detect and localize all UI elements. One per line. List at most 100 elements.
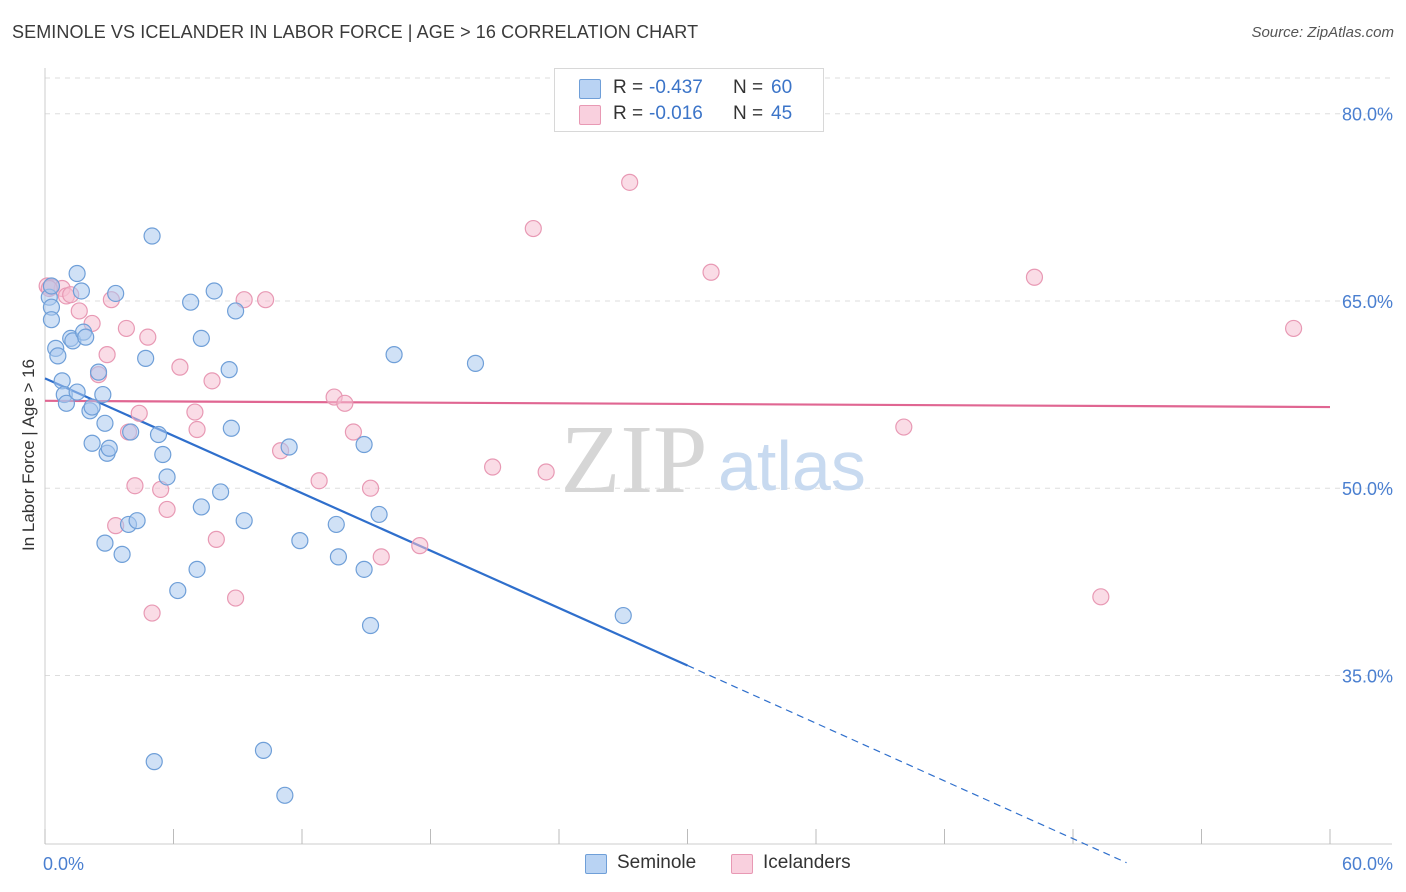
seminole-point <box>254 741 273 759</box>
seminole-point <box>77 328 95 346</box>
seminole-point <box>68 383 86 401</box>
seminole-point <box>143 227 161 245</box>
seminole-point <box>205 282 223 300</box>
icelander-point <box>188 420 206 439</box>
icelander-point <box>621 173 639 191</box>
seminole-point <box>83 398 101 416</box>
icelander-point <box>227 589 245 607</box>
legend-label-icelanders: Icelanders <box>763 852 851 873</box>
data-points <box>38 173 1303 804</box>
y-tick-label: 50.0% <box>1342 479 1393 499</box>
x-tick-label: 0.0% <box>43 854 84 874</box>
seminole-point <box>128 512 146 530</box>
icelanders-swatch <box>579 105 601 125</box>
seminole-point <box>291 532 309 550</box>
seminole-point <box>385 346 403 364</box>
r-label: R = <box>613 103 644 124</box>
seminole-point <box>222 419 240 437</box>
icelander-point <box>344 423 362 441</box>
icelander-point <box>139 328 157 346</box>
seminole-point <box>169 581 187 600</box>
icelander-point <box>1284 319 1303 338</box>
icelander-point <box>256 291 275 309</box>
seminole-point <box>327 515 345 534</box>
seminole-point <box>158 468 176 486</box>
icelanders-swatch <box>731 854 753 874</box>
seminole-point <box>94 385 112 404</box>
watermark: ZIP atlas <box>561 406 866 514</box>
icelander-point <box>126 477 144 495</box>
icelander-point <box>372 548 390 566</box>
seminole-point <box>188 560 206 578</box>
seminole-point <box>355 560 373 578</box>
chart-title: SEMINOLE VS ICELANDER IN LABOR FORCE | A… <box>12 22 699 42</box>
seminole-point <box>280 438 298 456</box>
seminole-point <box>89 363 108 381</box>
icelander-point <box>310 472 328 490</box>
icelander-point <box>895 418 913 436</box>
n-label: N = <box>733 77 764 98</box>
seminole-point <box>100 439 118 457</box>
y-tick-label: 65.0% <box>1342 292 1393 312</box>
seminole-point <box>49 347 67 365</box>
seminole-trend-line <box>44 377 688 667</box>
seminole-point <box>57 394 76 412</box>
seminole-point <box>107 284 125 303</box>
seminole-point <box>42 311 61 329</box>
icelander-point <box>207 530 225 548</box>
seminole-point <box>276 786 294 804</box>
n-label: N = <box>733 103 764 124</box>
seminole-point <box>42 277 61 295</box>
legend-label-seminole: Seminole <box>617 852 697 873</box>
seminole-point <box>212 483 230 501</box>
seminole-point <box>329 548 348 566</box>
y-axis-label: In Labor Force | Age > 16 <box>19 359 38 551</box>
seminole-point <box>113 545 131 563</box>
n-value: 60 <box>771 77 793 98</box>
r-value: -0.016 <box>649 103 703 124</box>
axes <box>44 68 1392 845</box>
seminole-point <box>192 329 210 348</box>
y-tick-label: 80.0% <box>1342 105 1393 125</box>
watermark-zip: ZIP <box>561 406 708 514</box>
seminole-point <box>355 435 373 454</box>
trend-lines <box>44 377 1331 864</box>
icelander-point <box>203 372 221 390</box>
seminole-point <box>137 349 155 367</box>
icelander-point <box>186 403 204 421</box>
icelander-point <box>117 319 135 338</box>
source-text: Source: ZipAtlas.com <box>1251 24 1394 41</box>
icelander-point <box>336 394 354 412</box>
n-value: 45 <box>771 103 793 124</box>
icelander-point <box>1025 268 1044 286</box>
icelander-point <box>702 263 720 281</box>
icelander-point <box>70 302 88 320</box>
seminole-point <box>361 616 380 635</box>
seminole-point <box>154 445 172 464</box>
icelander-point <box>1092 588 1110 606</box>
seminole-point <box>220 361 238 379</box>
stats-legend: R = -0.437 N = 60 R = -0.016 N = 45 <box>554 68 824 132</box>
tick-labels: 80.0% 65.0% 50.0% 35.0% 0.0% 60.0% <box>43 105 1393 874</box>
seminole-trend-line-extrapolated <box>687 664 1127 864</box>
icelander-point <box>98 346 116 364</box>
seminole-point <box>145 753 163 771</box>
grid-lines <box>45 77 1392 676</box>
y-tick-label: 35.0% <box>1342 666 1393 686</box>
seminole-point <box>192 498 210 516</box>
icelander-point <box>130 404 148 422</box>
icelander-point <box>361 479 380 497</box>
seminole-point <box>72 282 91 300</box>
x-tick-label: 60.0% <box>1342 854 1393 874</box>
r-value: -0.437 <box>649 77 703 98</box>
seminole-point <box>122 423 140 441</box>
seminole-point <box>68 264 86 283</box>
watermark-atlas: atlas <box>718 427 866 505</box>
seminole-point <box>466 354 485 372</box>
seminole-point <box>96 414 114 432</box>
icelander-point <box>537 463 555 481</box>
seminole-swatch <box>585 854 607 874</box>
icelander-point <box>484 458 502 476</box>
seminole-point <box>614 606 632 625</box>
